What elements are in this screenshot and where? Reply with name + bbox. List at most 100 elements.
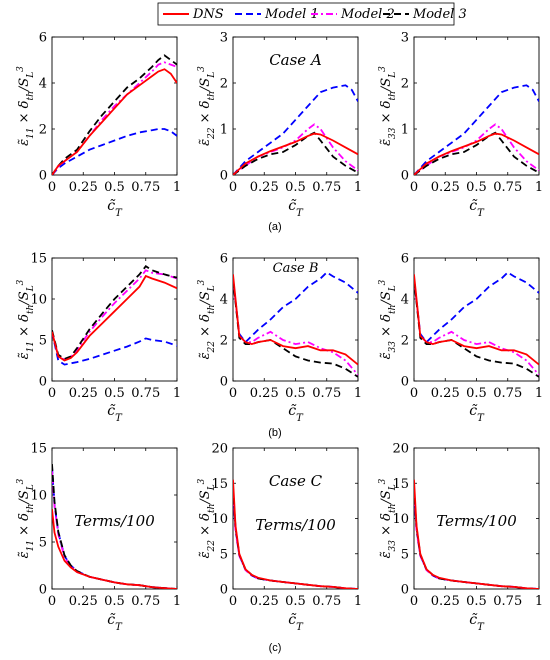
y-tick-label: 6 bbox=[401, 252, 409, 267]
x-tick-label: 0.75 bbox=[131, 594, 160, 609]
x-tick-label: 0.75 bbox=[312, 386, 341, 401]
y-tick-label: 0 bbox=[39, 169, 47, 184]
x-tick-label: 1 bbox=[535, 180, 543, 195]
x-tick-label: 0 bbox=[229, 594, 237, 609]
y-axis-label: ε̃11 × δth/SL3 bbox=[16, 478, 36, 558]
y-tick-label: 4 bbox=[39, 77, 47, 92]
series-line-model-1 bbox=[233, 271, 358, 344]
y-tick-label: 20 bbox=[392, 442, 409, 457]
x-tick-label: 0 bbox=[229, 180, 237, 195]
x-axis-label: c̃T bbox=[469, 198, 485, 219]
y-tick-label: 5 bbox=[220, 547, 228, 562]
y-tick-label: 2 bbox=[401, 334, 409, 349]
x-tick-label: 0.75 bbox=[131, 180, 160, 195]
captions: (a) (b) (c) bbox=[268, 221, 281, 654]
x-tick-label: 0.25 bbox=[69, 594, 98, 609]
x-tick-label: 0.25 bbox=[250, 180, 279, 195]
chart-panel-0: 0 0.25 0.5 0.75 1 0 2 4 6 ε̃11 × δth/SL3 c̃T bbox=[16, 31, 181, 219]
legend: DNS Model 1 Model 2 Model 3 bbox=[157, 2, 467, 26]
y-tick-label: 10 bbox=[30, 293, 47, 308]
series-line-model-3 bbox=[52, 54, 177, 175]
series-line-model-2 bbox=[414, 123, 539, 175]
y-tick-label: 0 bbox=[220, 583, 228, 598]
x-tick-label: 0 bbox=[48, 180, 56, 195]
series-line-model-2 bbox=[52, 61, 177, 175]
x-axis-label: c̃T bbox=[107, 612, 123, 633]
x-axis-label: c̃T bbox=[288, 612, 304, 633]
legend-label-0: DNS bbox=[192, 7, 224, 22]
series-line-model-1 bbox=[233, 84, 358, 175]
panel-annotation: Terms/100 bbox=[74, 512, 155, 530]
y-tick-label: 15 bbox=[211, 477, 228, 492]
series-line-model-2 bbox=[414, 278, 539, 376]
axes-frame bbox=[413, 257, 540, 382]
y-tick-label: 15 bbox=[30, 442, 47, 457]
x-tick-label: 0 bbox=[410, 594, 418, 609]
series-line-dns bbox=[52, 274, 177, 362]
series-line-dns bbox=[414, 274, 539, 366]
chart-panel-4: 0 0.25 0.5 0.75 1 0 2 4 6 Case B ε̃22 × δth/SL3 c̃T bbox=[197, 252, 362, 424]
y-axis-label: ε̃33 × δth/SL3 bbox=[378, 66, 398, 146]
series-line-dns bbox=[233, 479, 358, 589]
x-tick-label: 0.5 bbox=[285, 594, 306, 609]
x-tick-label: 0.5 bbox=[285, 386, 306, 401]
x-tick-label: 0.25 bbox=[69, 180, 98, 195]
series-line-model-2 bbox=[233, 278, 358, 376]
x-axis-label: c̃T bbox=[288, 198, 304, 219]
x-tick-label: 1 bbox=[173, 594, 181, 609]
y-tick-label: 2 bbox=[220, 334, 228, 349]
series-line-dns bbox=[414, 479, 539, 589]
series-line-model-3 bbox=[52, 264, 177, 360]
y-axis-label: ε̃33 × δth/SL3 bbox=[378, 279, 398, 359]
panel-annotation-2: Terms/100 bbox=[255, 516, 336, 534]
series-line-model-1 bbox=[52, 331, 177, 366]
x-tick-label: 1 bbox=[535, 386, 543, 401]
subfigure-caption-2: (c) bbox=[269, 642, 282, 654]
series-line-dns bbox=[52, 68, 177, 175]
subfigure-caption-0: (a) bbox=[268, 221, 281, 233]
x-tick-label: 0.75 bbox=[312, 594, 341, 609]
series-line-dns bbox=[233, 274, 358, 366]
series-line-model-1 bbox=[414, 271, 539, 344]
chart-panel-5: 0 0.25 0.5 0.75 1 0 2 4 6ε̃33 × δth/SL3 c̃T bbox=[378, 252, 543, 424]
y-axis-label: ε̃22 × δth/SL3 bbox=[197, 66, 217, 146]
x-tick-label: 1 bbox=[535, 594, 543, 609]
y-tick-label: 0 bbox=[401, 583, 409, 598]
x-tick-label: 0.75 bbox=[493, 180, 522, 195]
x-tick-label: 0 bbox=[410, 180, 418, 195]
legend-label-2: Model 2 bbox=[340, 7, 395, 22]
y-tick-label: 10 bbox=[211, 512, 228, 527]
legend-label-1: Model 1 bbox=[264, 7, 319, 22]
y-tick-label: 10 bbox=[392, 512, 409, 527]
y-tick-label: 15 bbox=[30, 252, 47, 267]
x-tick-label: 0.75 bbox=[493, 594, 522, 609]
series-line-dns bbox=[52, 509, 177, 589]
y-tick-label: 5 bbox=[401, 547, 409, 562]
axes-frame bbox=[232, 257, 359, 382]
y-axis-label: ε̃22 × δth/SL3 bbox=[197, 478, 217, 558]
x-tick-label: 1 bbox=[354, 386, 362, 401]
y-tick-label: 10 bbox=[30, 489, 47, 504]
series-line-model-3 bbox=[233, 278, 358, 378]
subfigure-caption-1: (b) bbox=[268, 427, 281, 439]
series-line-model-1 bbox=[52, 128, 177, 175]
x-axis-label: c̃T bbox=[107, 198, 123, 219]
x-tick-label: 0.5 bbox=[466, 180, 487, 195]
panel-annotation: Case C bbox=[269, 472, 323, 490]
x-tick-label: 0.25 bbox=[250, 594, 279, 609]
y-tick-label: 0 bbox=[220, 169, 228, 184]
y-axis-label: ε̃33 × δth/SL3 bbox=[378, 478, 398, 558]
chart-panel-2: 0 0.25 0.5 0.75 1 0 1 2 3 ε̃33 × δth/SL3 c̃T bbox=[378, 31, 543, 219]
series-line-model-2 bbox=[52, 471, 177, 589]
y-tick-label: 4 bbox=[220, 293, 228, 308]
y-tick-label: 5 bbox=[39, 536, 47, 551]
x-tick-label: 0.5 bbox=[466, 386, 487, 401]
x-tick-label: 1 bbox=[173, 180, 181, 195]
y-tick-label: 0 bbox=[39, 375, 47, 390]
x-tick-label: 0.5 bbox=[104, 386, 125, 401]
x-tick-label: 0.25 bbox=[431, 386, 460, 401]
y-tick-label: 0 bbox=[401, 375, 409, 390]
